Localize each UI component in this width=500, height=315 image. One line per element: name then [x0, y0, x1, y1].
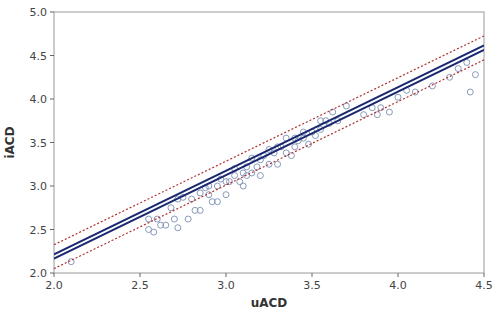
- scatter-point: [214, 199, 220, 205]
- x-axis-label: uACD: [251, 296, 288, 310]
- scatter-point: [197, 190, 203, 196]
- y-tick-label: 4.0: [30, 93, 48, 106]
- scatter-point: [226, 179, 232, 185]
- scatter-point: [395, 94, 401, 100]
- y-tick-label: 2.5: [30, 224, 48, 237]
- scatter-point: [361, 112, 367, 118]
- scatter-point: [275, 161, 281, 167]
- ci-line: [54, 60, 484, 269]
- scatter-point: [146, 216, 152, 222]
- x-tick-label: 2.5: [131, 279, 149, 292]
- y-tick-label: 2.0: [30, 267, 48, 280]
- x-tick-label: 4.5: [475, 279, 493, 292]
- x-tick-label: 2.0: [45, 279, 63, 292]
- y-tick-label: 3.5: [30, 137, 48, 150]
- ci-line: [54, 36, 484, 245]
- x-tick: [226, 273, 227, 277]
- scatter-point: [343, 103, 349, 109]
- regression-line: [54, 45, 484, 254]
- scatter-point: [386, 109, 392, 115]
- scatter-point: [429, 83, 435, 89]
- scatter-point: [412, 89, 418, 95]
- scatter-point: [223, 192, 229, 198]
- scatter-point: [472, 72, 478, 78]
- x-tick-label: 3.0: [217, 279, 235, 292]
- x-tick-label: 3.5: [303, 279, 321, 292]
- y-tick: [50, 55, 54, 56]
- y-tick-label: 4.5: [30, 50, 48, 63]
- scatter-point: [464, 59, 470, 65]
- scatter-point: [288, 153, 294, 159]
- scatter-point: [467, 89, 473, 95]
- x-tick: [484, 273, 485, 277]
- x-tick: [54, 273, 55, 277]
- y-tick: [50, 12, 54, 13]
- scatter-point: [175, 225, 181, 231]
- y-tick: [50, 229, 54, 230]
- scatter-point: [185, 216, 191, 222]
- y-tick: [50, 273, 54, 274]
- scatter-point: [378, 105, 384, 111]
- x-tick: [312, 273, 313, 277]
- y-axis-label: iACD: [3, 126, 17, 158]
- scatter-point: [189, 196, 195, 202]
- y-tick: [50, 99, 54, 100]
- scatter-point: [292, 144, 298, 150]
- scatter-point: [240, 183, 246, 189]
- scatter-point: [151, 229, 157, 235]
- scatter-point: [266, 161, 272, 167]
- scatter-point: [249, 170, 255, 176]
- scatter-point: [168, 205, 174, 211]
- regression-line: [54, 50, 484, 259]
- y-tick-label: 5.0: [30, 6, 48, 19]
- scatter-point: [455, 66, 461, 72]
- data-group: [54, 36, 484, 269]
- plot-frame: [54, 12, 484, 273]
- scatter-point: [197, 207, 203, 213]
- x-tick: [398, 273, 399, 277]
- y-tick: [50, 186, 54, 187]
- y-tick-label: 3.0: [30, 180, 48, 193]
- scatter-point: [171, 216, 177, 222]
- x-tick-label: 4.0: [389, 279, 407, 292]
- scatter-point: [232, 173, 238, 179]
- scatter-point: [257, 173, 263, 179]
- y-tick: [50, 142, 54, 143]
- chart: 2.0 2.5 3.0 3.5 4.0 4.5 2.0 2.5 3.0 3.5 4.0 4.5 5.0 u…: [0, 0, 500, 315]
- x-tick: [140, 273, 141, 277]
- scatter-point: [163, 222, 169, 228]
